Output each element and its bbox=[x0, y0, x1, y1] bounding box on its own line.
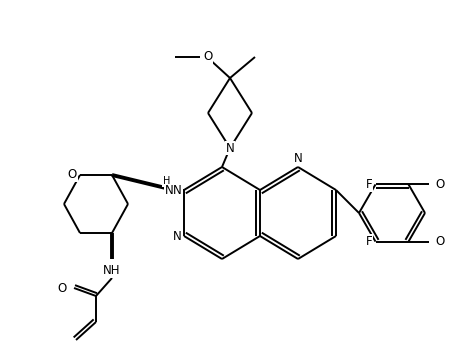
Text: F: F bbox=[366, 178, 372, 191]
Text: F: F bbox=[366, 235, 372, 248]
Text: N: N bbox=[173, 229, 182, 243]
Text: N: N bbox=[225, 141, 234, 154]
Text: N: N bbox=[164, 184, 173, 197]
Text: N: N bbox=[173, 183, 182, 196]
Text: O: O bbox=[58, 282, 67, 295]
Text: O: O bbox=[68, 169, 77, 182]
Text: O: O bbox=[436, 235, 445, 248]
Text: NH: NH bbox=[103, 265, 121, 278]
Text: H: H bbox=[163, 176, 170, 186]
Text: N: N bbox=[294, 152, 302, 165]
Text: O: O bbox=[203, 51, 213, 64]
Text: O: O bbox=[436, 178, 445, 191]
